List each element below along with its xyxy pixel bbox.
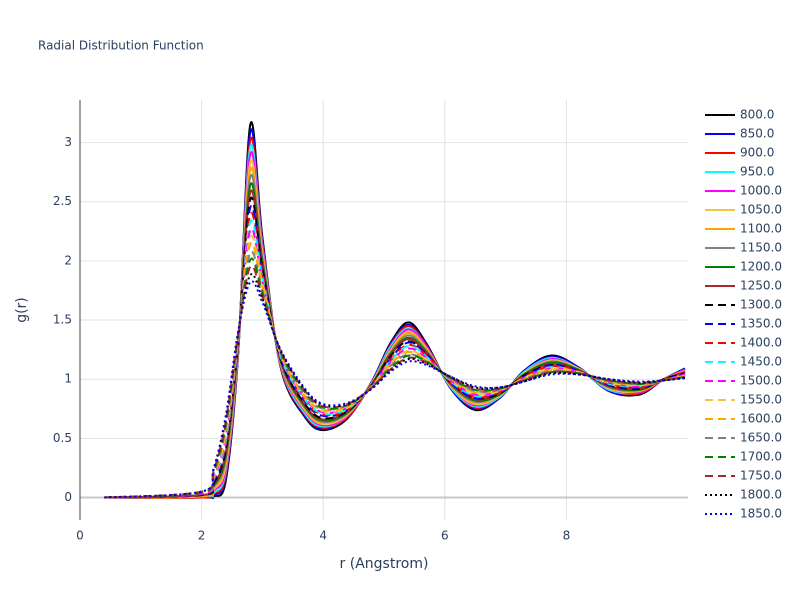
legend-label: 900.0 [740, 146, 774, 160]
legend-item[interactable]: 1450.0 [705, 355, 782, 369]
legend: 800.0 850.0 900.0 950.0 1000.0 1050.0 1100.0 11… [705, 108, 782, 521]
series-line [104, 250, 686, 499]
legend-label: 1300.0 [740, 298, 782, 312]
legend-label: 1800.0 [740, 488, 782, 502]
legend-item[interactable]: 1200.0 [705, 260, 782, 274]
legend-item[interactable]: 1500.0 [705, 374, 782, 388]
y-tick-label: 2 [64, 253, 72, 267]
legend-item[interactable]: 1350.0 [705, 317, 782, 331]
legend-item[interactable]: 1750.0 [705, 469, 782, 483]
legend-label: 800.0 [740, 108, 774, 122]
legend-label: 850.0 [740, 127, 774, 141]
legend-item[interactable]: 1150.0 [705, 241, 782, 255]
legend-item[interactable]: 1600.0 [705, 412, 782, 426]
x-tick-label: 8 [563, 529, 571, 543]
legend-item[interactable]: 1850.0 [705, 507, 782, 521]
legend-item[interactable]: 1250.0 [705, 279, 782, 293]
legend-label: 950.0 [740, 165, 774, 179]
legend-item[interactable]: 950.0 [705, 165, 774, 179]
series-line [104, 234, 686, 499]
legend-item[interactable]: 900.0 [705, 146, 774, 160]
y-tick-label: 0.5 [53, 431, 72, 445]
legend-item[interactable]: 1650.0 [705, 431, 782, 445]
plot-lines [104, 121, 686, 499]
y-axis-title: g(r) [14, 297, 30, 323]
legend-label: 1100.0 [740, 222, 782, 236]
legend-label: 1350.0 [740, 317, 782, 331]
legend-item[interactable]: 850.0 [705, 127, 774, 141]
legend-label: 1250.0 [740, 279, 782, 293]
x-tick-label: 4 [319, 529, 327, 543]
legend-item[interactable]: 1050.0 [705, 203, 782, 217]
legend-item[interactable]: 1100.0 [705, 222, 782, 236]
legend-item[interactable]: 1400.0 [705, 336, 782, 350]
legend-item[interactable]: 1000.0 [705, 184, 782, 198]
y-tick-label: 1 [64, 372, 72, 386]
y-tick-label: 3 [64, 135, 72, 149]
legend-label: 1150.0 [740, 241, 782, 255]
x-tick-label: 6 [441, 529, 449, 543]
x-axis-title: r (Angstrom) [340, 556, 429, 572]
series-line [104, 280, 686, 499]
legend-item[interactable]: 1300.0 [705, 298, 782, 312]
legend-label: 1850.0 [740, 507, 782, 521]
y-tick-label: 0 [64, 490, 72, 504]
x-tick-label: 2 [198, 529, 206, 543]
legend-label: 1750.0 [740, 469, 782, 483]
legend-label: 1650.0 [740, 431, 782, 445]
legend-label: 1700.0 [740, 450, 782, 464]
legend-label: 1600.0 [740, 412, 782, 426]
y-tick-label: 1.5 [53, 313, 72, 327]
chart-title: Radial Distribution Function [38, 39, 204, 53]
series-line [104, 227, 686, 499]
x-tick-label: 0 [76, 529, 84, 543]
y-tick-label: 2.5 [53, 194, 72, 208]
legend-item[interactable]: 1700.0 [705, 450, 782, 464]
legend-label: 1550.0 [740, 393, 782, 407]
legend-label: 1500.0 [740, 374, 782, 388]
legend-item[interactable]: 1550.0 [705, 393, 782, 407]
legend-label: 1450.0 [740, 355, 782, 369]
legend-label: 1400.0 [740, 336, 782, 350]
legend-label: 1200.0 [740, 260, 782, 274]
legend-item[interactable]: 800.0 [705, 108, 774, 122]
legend-item[interactable]: 1800.0 [705, 488, 782, 502]
legend-label: 1000.0 [740, 184, 782, 198]
legend-label: 1050.0 [740, 203, 782, 217]
